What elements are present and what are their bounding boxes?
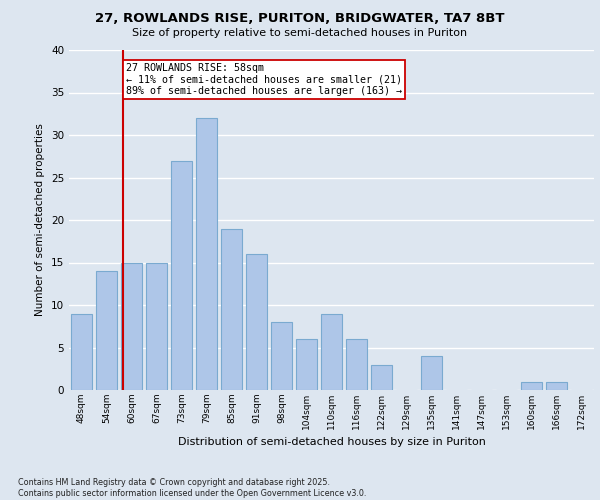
Bar bbox=[521, 382, 542, 390]
Bar bbox=[346, 339, 367, 390]
Text: 27, ROWLANDS RISE, PURITON, BRIDGWATER, TA7 8BT: 27, ROWLANDS RISE, PURITON, BRIDGWATER, … bbox=[95, 12, 505, 26]
Bar bbox=[121, 262, 142, 390]
Bar bbox=[196, 118, 217, 390]
Bar bbox=[221, 228, 242, 390]
Bar bbox=[96, 271, 117, 390]
Bar bbox=[546, 382, 567, 390]
Text: Size of property relative to semi-detached houses in Puriton: Size of property relative to semi-detach… bbox=[133, 28, 467, 38]
Text: 27 ROWLANDS RISE: 58sqm
← 11% of semi-detached houses are smaller (21)
89% of se: 27 ROWLANDS RISE: 58sqm ← 11% of semi-de… bbox=[126, 62, 402, 96]
Bar bbox=[321, 314, 342, 390]
Bar bbox=[371, 364, 392, 390]
Text: Contains HM Land Registry data © Crown copyright and database right 2025.
Contai: Contains HM Land Registry data © Crown c… bbox=[18, 478, 367, 498]
Bar bbox=[146, 262, 167, 390]
Bar bbox=[171, 160, 192, 390]
X-axis label: Distribution of semi-detached houses by size in Puriton: Distribution of semi-detached houses by … bbox=[178, 438, 485, 448]
Bar bbox=[71, 314, 92, 390]
Bar bbox=[421, 356, 442, 390]
Bar bbox=[246, 254, 267, 390]
Bar bbox=[271, 322, 292, 390]
Bar bbox=[296, 339, 317, 390]
Y-axis label: Number of semi-detached properties: Number of semi-detached properties bbox=[35, 124, 46, 316]
